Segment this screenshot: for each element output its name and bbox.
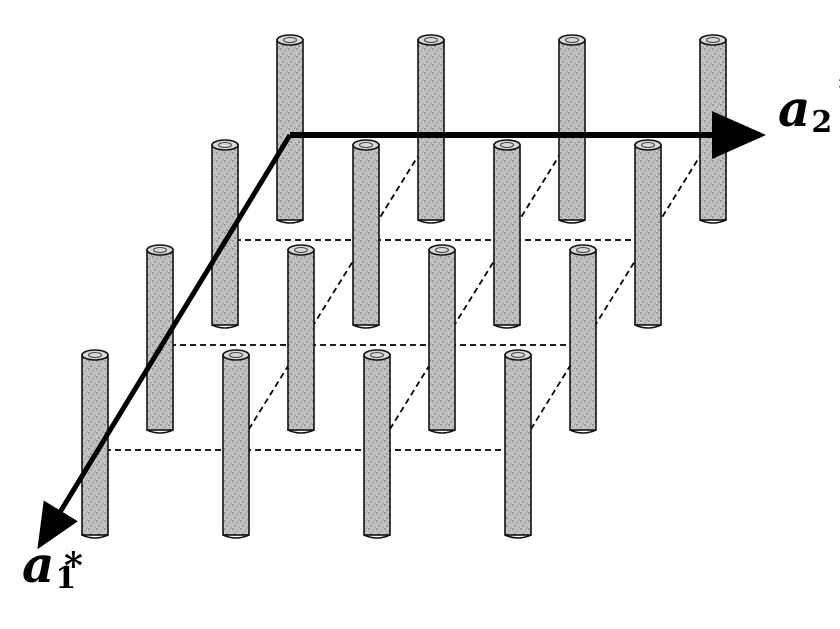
axes-layer [37, 111, 766, 550]
axis-label-a2: a2* [778, 72, 840, 138]
lattice-rod-3-2 [363, 349, 391, 539]
axis-a1-subscript: 1 [55, 561, 77, 596]
dashed-column-line-3 [517, 134, 714, 451]
lattice-rod-1-3 [634, 139, 662, 329]
axis-label-a1: a1 [22, 540, 76, 594]
axis-a1-star: * [64, 545, 83, 587]
lattice-rod-2-2 [428, 244, 456, 434]
rods-back-layer [81, 34, 727, 539]
lattice-rod-1-1 [352, 139, 380, 329]
lattice-rod-0-1 [417, 34, 445, 224]
axis-a1-arrow [37, 133, 293, 550]
dashed-column-line-1 [235, 134, 432, 451]
rods-front-layer [222, 139, 662, 539]
axis-a2-letter: a [778, 79, 811, 138]
axis-a2-star: * [838, 69, 840, 111]
axis-a2-subscript: 2 [811, 105, 833, 140]
lattice-rod-3-1 [222, 349, 250, 539]
dashed-column-line-2 [376, 134, 573, 451]
lattice-rod-0-0 [276, 34, 304, 224]
lattice-rod-0-3 [699, 34, 727, 224]
dashed-lattice-lines [95, 134, 714, 451]
axis-a1-letter: a [22, 535, 55, 594]
lattice-rod-3-3 [504, 349, 532, 539]
lattice-rod-1-0 [211, 139, 239, 329]
axis-label-a1-star: * [64, 548, 83, 584]
lattice-rod-2-0 [146, 244, 174, 434]
lattice-rod-2-3 [569, 244, 597, 434]
lattice-rod-0-2 [558, 34, 586, 224]
lattice-rod-2-1 [287, 244, 315, 434]
lattice-rod-1-2 [493, 139, 521, 329]
